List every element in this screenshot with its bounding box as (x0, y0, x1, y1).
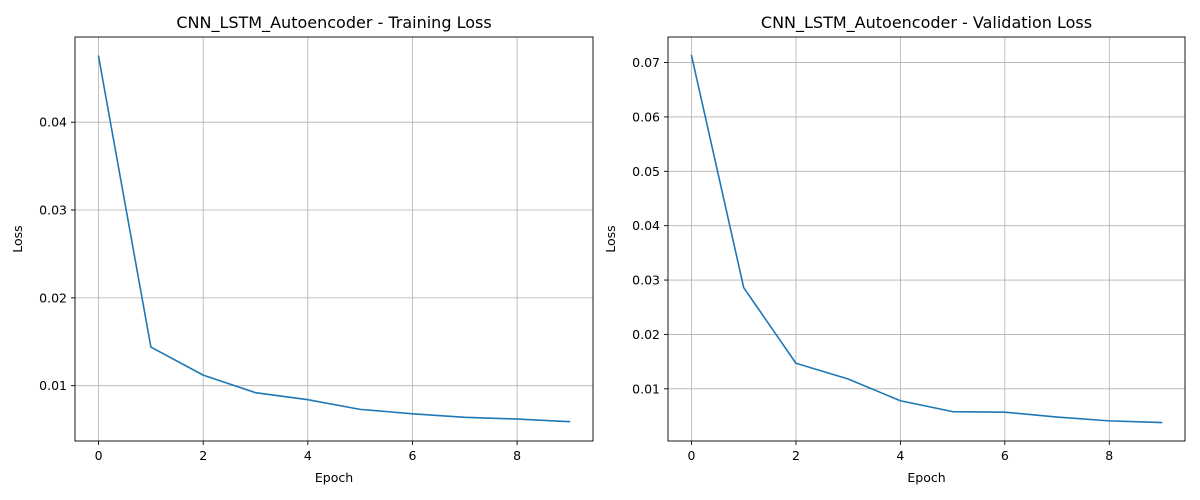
validation-loss-x-tick-label: 2 (792, 448, 800, 463)
training-loss-title: CNN_LSTM_Autoencoder - Training Loss (176, 13, 491, 33)
validation-loss-ticks: 0 2 4 6 8 0.01 0.02 0.03 0.04 0.05 0.06 0.07 (632, 55, 1113, 463)
training-loss-series-line (97, 55, 571, 423)
validation-loss-y-tick-label: 0.02 (632, 327, 660, 342)
validation-loss-x-axis-label: Epoch (907, 470, 945, 485)
validation-loss-x-tick-label: 6 (1001, 448, 1009, 463)
validation-loss-x-tick-label: 0 (688, 448, 696, 463)
validation-loss-y-tick-label: 0.04 (632, 218, 660, 233)
validation-loss-axes-frame (667, 36, 1186, 442)
validation-loss-x-tick-label: 4 (896, 448, 904, 463)
validation-loss-y-tick-label: 0.07 (632, 55, 660, 70)
validation-loss-y-tick-label: 0.01 (632, 381, 660, 396)
training-loss-y-tick-label: 0.02 (39, 290, 67, 305)
training-loss-x-tick-label: 2 (199, 448, 207, 463)
validation-loss-panel: 0 2 4 6 8 0.01 0.02 0.03 0.04 0.05 0.06 0.07 CNN_LS… (603, 13, 1186, 485)
training-loss-axes-box (74, 36, 594, 442)
validation-loss-title: CNN_LSTM_Autoencoder - Validation Loss (761, 13, 1092, 33)
training-loss-x-axis-label: Epoch (315, 470, 353, 485)
training-loss-x-tick-label: 0 (95, 448, 103, 463)
training-loss-y-tick-label: 0.01 (39, 378, 67, 393)
training-loss-ticks: 0 2 4 6 8 0.01 0.02 0.03 0.04 (39, 115, 521, 463)
validation-loss-y-axis-label: Loss (603, 225, 618, 252)
training-loss-x-tick-label: 8 (513, 448, 521, 463)
training-loss-grid (75, 37, 593, 441)
training-loss-y-tick-label: 0.04 (39, 115, 67, 130)
validation-loss-y-tick-label: 0.06 (632, 109, 660, 124)
training-loss-y-tick-label: 0.03 (39, 203, 67, 218)
training-loss-panel: 0 2 4 6 8 0.01 0.02 0.03 0.04 CNN_LSTM_Autoencod… (10, 13, 594, 485)
training-loss-y-axis-label: Loss (10, 225, 25, 252)
training-loss-x-tick-label: 4 (304, 448, 312, 463)
validation-loss-y-tick-label: 0.03 (632, 273, 660, 288)
training-loss-axes-frame (74, 36, 594, 442)
validation-loss-series-line (690, 54, 1163, 424)
training-loss-x-tick-label: 6 (409, 448, 417, 463)
validation-loss-grid (668, 37, 1185, 441)
validation-loss-axes-box (667, 36, 1186, 442)
training-loss-line-group (97, 55, 571, 423)
validation-loss-line-group (690, 54, 1163, 424)
validation-loss-x-tick-label: 8 (1105, 448, 1113, 463)
validation-loss-y-tick-label: 0.05 (632, 164, 660, 179)
